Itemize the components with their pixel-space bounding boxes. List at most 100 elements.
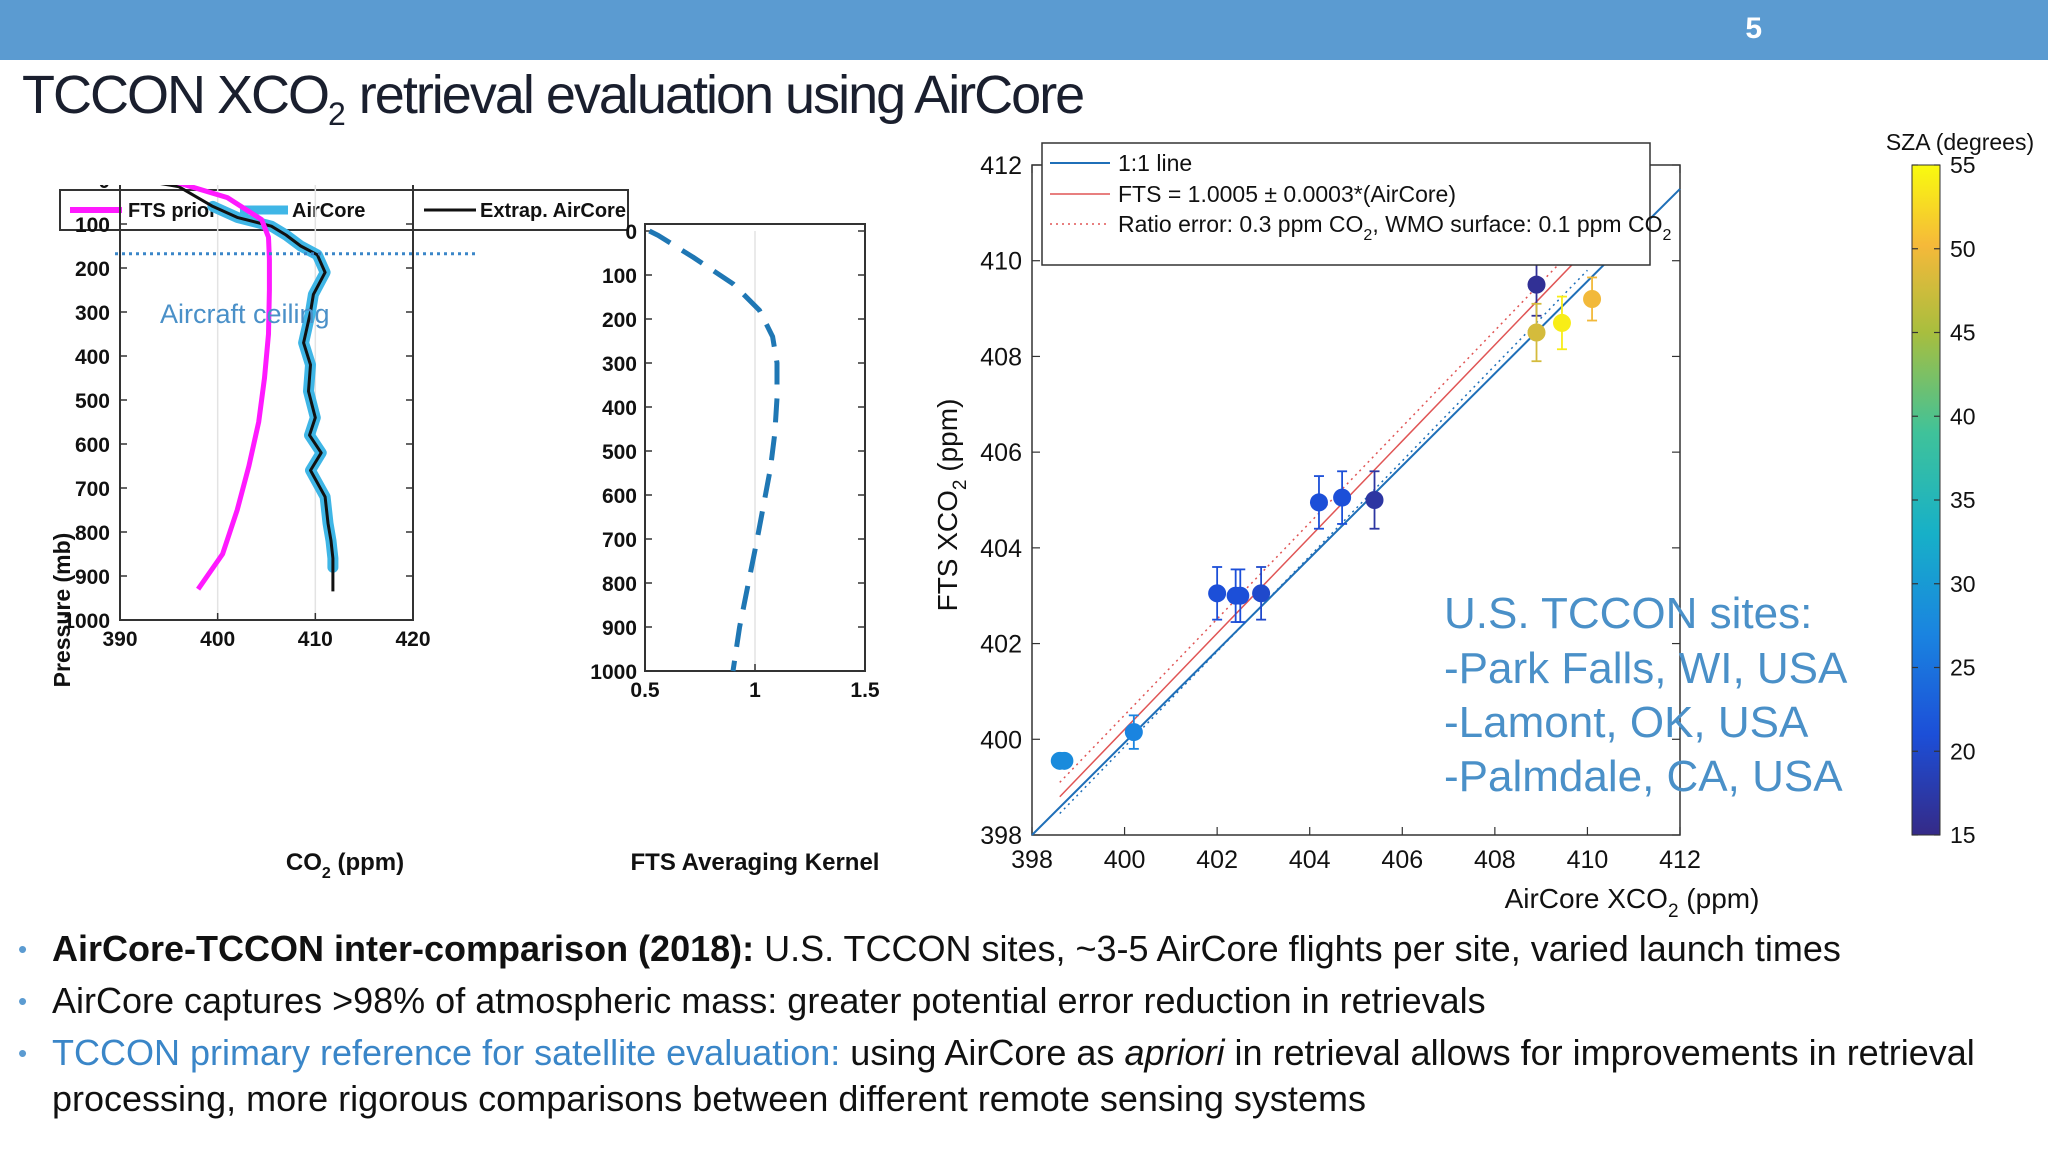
scatter-ytick-label: 406 xyxy=(980,439,1022,467)
slide-title: TCCON XCO2 retrieval evaluation using Ai… xyxy=(22,64,1085,133)
kernel-ytick-label: 0 xyxy=(625,221,637,244)
title-sub: 2 xyxy=(328,96,346,132)
bullet-3-text1: using AirCore as xyxy=(840,1032,1125,1073)
colorbar-tick-label: 55 xyxy=(1950,152,1976,178)
scatter-ylabel-post: (ppm) xyxy=(932,399,963,480)
colorbar-tick-label: 30 xyxy=(1950,571,1976,597)
colorbar-ticks: 55 50 45 40 35 30 25 20 15 xyxy=(1912,152,1976,848)
bullet-3: • TCCON primary reference for satellite e… xyxy=(18,1030,2028,1122)
kernel-ytick-label: 900 xyxy=(602,617,637,640)
scatter-xtick-label: 398 xyxy=(1011,846,1053,874)
ytick-label: 500 xyxy=(75,390,110,413)
scatter-point xyxy=(1552,313,1571,332)
scatter-ytick-label: 404 xyxy=(980,535,1022,563)
kernel-ytick-label: 600 xyxy=(602,485,637,508)
legend-ratio-b: , WMO surface: 0.1 ppm CO xyxy=(1372,211,1662,237)
sites-annotation-1: -Park Falls, WI, USA xyxy=(1444,644,1848,693)
colorbar-tick-label: 15 xyxy=(1950,822,1976,848)
scatter-point xyxy=(1583,290,1602,308)
ylabel-pressure: Pressure (mb) xyxy=(49,533,75,688)
bullet-dot: • xyxy=(18,934,28,964)
ytick-label: 600 xyxy=(75,434,110,457)
bullet-2-text: AirCore captures >98% of atmospheric mas… xyxy=(52,980,1486,1021)
scatter-xtick-label: 410 xyxy=(1567,846,1609,874)
kernel-ytick-label: 400 xyxy=(602,397,637,420)
xco2-scatter-chart: 398 400 402 404 406 408 410 4123984004024044064… xyxy=(932,129,2034,922)
xtick-label: 410 xyxy=(298,628,333,651)
bullet-list: • AirCore-TCCON inter-comparison (2018): … xyxy=(18,926,2028,1128)
scatter-point xyxy=(1231,586,1250,605)
scatter-point xyxy=(1124,723,1143,742)
sites-annotation-3: -Palmdale, CA, USA xyxy=(1444,752,1843,801)
scatter-xtick-label: 402 xyxy=(1196,846,1238,874)
sites-annotation-0: U.S. TCCON sites: xyxy=(1444,589,1812,638)
kernel-ytick-label: 700 xyxy=(602,529,637,552)
colorbar-tick-label: 35 xyxy=(1950,487,1976,513)
kernel-xtick-label: 0.5 xyxy=(630,679,660,702)
ytick-label: 900 xyxy=(75,566,110,589)
ytick-label: 800 xyxy=(75,522,110,545)
xtick-label: 420 xyxy=(395,628,430,651)
legend-fit: FTS = 1.0005 ± 0.0003*(AirCore) xyxy=(1118,181,1456,207)
scatter-ytick-label: 402 xyxy=(980,631,1022,659)
bullet-dot: • xyxy=(18,1038,28,1068)
kernel-ytick-label: 800 xyxy=(602,573,637,596)
scatter-ytick-label: 410 xyxy=(980,248,1022,276)
scatter-ytick-label: 398 xyxy=(980,822,1022,850)
legend-ratio-sub2: 2 xyxy=(1662,227,1671,244)
ytick-label: 700 xyxy=(75,478,110,501)
legend-1to1-line: 1:1 line xyxy=(1118,150,1192,176)
legend-extrap-aircore: Extrap. AirCore xyxy=(480,200,626,222)
scatter-point xyxy=(1309,493,1328,512)
ytick-label: 1000 xyxy=(63,610,110,633)
bullet-dot: • xyxy=(18,986,28,1016)
scatter-xtick-label: 406 xyxy=(1381,846,1423,874)
legend-ratio-error: Ratio error: 0.3 ppm CO2, WMO surface: 0… xyxy=(1118,211,1671,244)
legend-box xyxy=(59,189,629,231)
bullet-3-text2: in retrieval allows for improvements in … xyxy=(52,1032,1975,1119)
fit-line xyxy=(1059,248,1588,798)
plot-frame xyxy=(119,185,414,621)
scatter-xlabel-post: (ppm) xyxy=(1679,883,1760,914)
kernel-ytick-label: 200 xyxy=(602,309,637,332)
xlabel-co2-sub: 2 xyxy=(322,865,331,882)
legend-aircore: AirCore xyxy=(292,200,365,222)
scatter-xlabel-main: AirCore XCO xyxy=(1505,883,1668,914)
scatter-xtick-label: 404 xyxy=(1289,846,1331,874)
slide-number: 5 xyxy=(1745,12,1762,45)
scatter-ytick-label: 408 xyxy=(980,343,1022,371)
scatter-ylabel-main: FTS XCO xyxy=(932,490,963,611)
bullet-2: • AirCore captures >98% of atmospheric ma… xyxy=(18,978,2028,1024)
ytick-label: 300 xyxy=(75,302,110,325)
series-fts-prior xyxy=(176,185,272,591)
colorbar-tick-label: 20 xyxy=(1950,738,1976,764)
header-bar: 5 xyxy=(0,0,2048,60)
aircraft-ceiling-label: Aircraft ceiling xyxy=(160,299,330,329)
xtick-label: 400 xyxy=(200,628,235,651)
ytick-label: 0 xyxy=(98,185,110,193)
bullet-1: • AirCore-TCCON inter-comparison (2018): … xyxy=(18,926,2028,972)
ytick-label: 400 xyxy=(75,346,110,369)
scatter-xlabel-sub: 2 xyxy=(1668,901,1679,922)
scatter-frame xyxy=(1031,164,1681,836)
ratio-error-upper xyxy=(1059,233,1588,783)
legend-fts-prior: FTS prior xyxy=(128,200,217,222)
xlabel-co2: CO2 (ppm) xyxy=(286,849,404,882)
scatter-ytick-label: 400 xyxy=(980,726,1022,754)
bullet-1-bold: AirCore-TCCON inter-comparison (2018): xyxy=(52,928,755,969)
bullet-3-blue: TCCON primary reference for satellite ev… xyxy=(52,1032,841,1073)
title-post: retrieval evaluation using AirCore xyxy=(345,65,1085,125)
legend-ratio-a: Ratio error: 0.3 ppm CO xyxy=(1118,211,1363,237)
scatter-point xyxy=(1333,488,1352,507)
scatter-point xyxy=(1365,491,1384,509)
xlabel-averaging-kernel: FTS Averaging Kernel xyxy=(631,849,880,876)
ytick-label: 100 xyxy=(75,214,110,237)
scatter-point xyxy=(1252,584,1271,603)
legend-ratio-sub1: 2 xyxy=(1363,227,1372,244)
colorbar-tick-label: 50 xyxy=(1950,236,1976,262)
scatter-legend-box xyxy=(1041,142,1651,266)
title-pre: TCCON XCO xyxy=(22,65,330,125)
